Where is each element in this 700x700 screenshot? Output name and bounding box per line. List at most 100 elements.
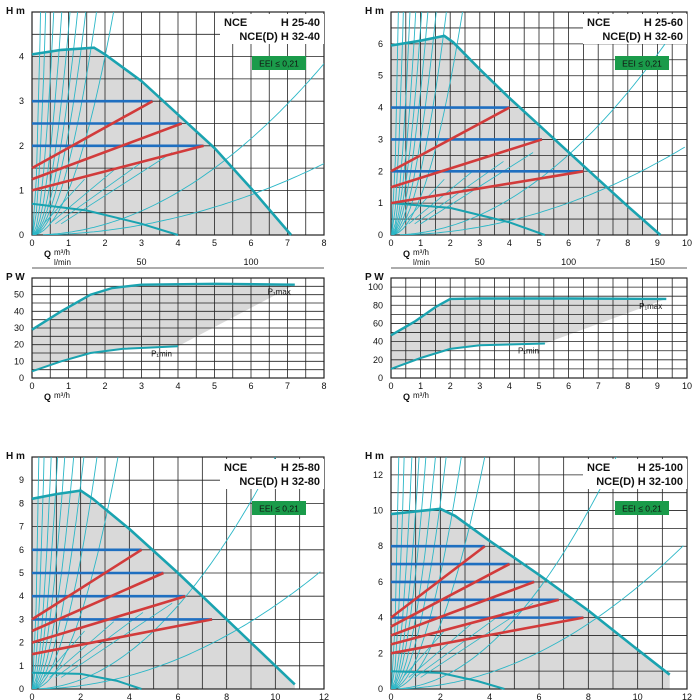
model-title-right: H 25-80 — [281, 462, 320, 474]
model-title-right: H 25-60 — [644, 17, 683, 29]
x-tick-label: 8 — [625, 381, 630, 391]
x-tick-label: 2 — [448, 381, 453, 391]
y-tick-label: 3 — [19, 614, 24, 624]
eei-badge — [615, 501, 669, 515]
x-unit-label: m³/h — [413, 391, 429, 400]
system-curve — [391, 457, 427, 689]
model-title: NCE — [224, 17, 247, 29]
y-axis-label: H m — [365, 6, 384, 17]
y-tick-label: 50 — [14, 290, 24, 300]
y-tick-label: 9 — [19, 475, 24, 485]
plot-frame — [31, 277, 325, 379]
y-tick-label: 0 — [378, 373, 383, 383]
fan-line — [49, 170, 115, 225]
x-unit-label: m³/h — [54, 391, 70, 400]
system-curve — [391, 12, 437, 235]
x-tick-label: 5 — [536, 238, 541, 248]
proportional-pressure-line — [31, 144, 204, 192]
y-axis-label: P W — [365, 272, 384, 283]
system-curve-low — [42, 163, 324, 235]
eei-badge — [615, 56, 669, 70]
x-unit-label: m³/h — [413, 248, 429, 257]
pmin-curve — [31, 345, 179, 373]
y-axis-label: H m — [365, 451, 384, 462]
x-tick-label: 9 — [655, 238, 660, 248]
x-tick-label: 10 — [682, 238, 692, 248]
system-curve — [32, 457, 52, 689]
system-curve-low — [39, 571, 321, 689]
x-tick-label: 1 — [418, 238, 423, 248]
fan-line — [408, 621, 475, 678]
fan-line — [414, 612, 504, 678]
y-tick-label: 4 — [19, 591, 24, 601]
x-tick-label: 6 — [566, 238, 571, 248]
system-curve — [32, 457, 40, 688]
x-tick-label: 7 — [285, 238, 290, 248]
max-speed-curve — [31, 46, 293, 236]
system-curve — [391, 457, 447, 689]
system-curves — [391, 457, 684, 689]
x-tick-label: 6 — [566, 381, 571, 391]
y-tick-label: 1 — [378, 198, 383, 208]
x-tick-label: 2 — [78, 692, 83, 700]
y-tick-label: 2 — [378, 648, 383, 658]
proportional-pressure-line — [390, 616, 584, 655]
min-speed-curve — [31, 202, 179, 236]
system-curve — [391, 457, 462, 689]
x-tick-label: 3 — [477, 381, 482, 391]
x-tick-label: 1 — [66, 238, 71, 248]
x-tick-label: 3 — [139, 381, 144, 391]
y-tick-label: 30 — [14, 323, 24, 333]
x-tick-label: 8 — [224, 692, 229, 700]
y-tick-label: 10 — [373, 506, 383, 516]
y-tick-label: 7 — [19, 522, 24, 532]
model-title-2: NCE(D) H 32-60 — [602, 31, 683, 43]
x-tick-label: 4 — [175, 381, 180, 391]
x-tick-label: 5 — [212, 238, 217, 248]
fan-line — [402, 630, 445, 678]
pmin-label: P₁min — [518, 346, 539, 355]
x-tick-label: 2 — [448, 238, 453, 248]
model-title-2: NCE(D) H 32-100 — [596, 476, 683, 488]
x-axis-label: Q — [44, 249, 51, 259]
eei-badge-text: EEI ≤ 0,21 — [259, 504, 299, 514]
y-tick-label: 0 — [19, 684, 24, 694]
title-background — [220, 14, 324, 44]
operating-area — [32, 490, 295, 689]
proportional-pressure-line — [31, 548, 143, 621]
model-title-right: H 25-40 — [281, 17, 320, 29]
x-tick-label: 6 — [175, 692, 180, 700]
x-tick-label: 0 — [29, 381, 34, 391]
pmax-curve — [390, 297, 667, 337]
system-curve-low — [399, 15, 686, 235]
y-tick-label: 3 — [378, 134, 383, 144]
x2-tick-label: 50 — [136, 257, 146, 267]
system-curve — [32, 12, 47, 235]
system-curve — [391, 12, 423, 235]
x2-unit-label: l/min — [54, 258, 71, 267]
fan-line — [43, 178, 85, 225]
y-tick-label: 0 — [19, 373, 24, 383]
y-tick-label: 40 — [373, 337, 383, 347]
system-curve — [391, 12, 411, 235]
x-tick-label: 4 — [507, 381, 512, 391]
x-tick-label: 6 — [248, 238, 253, 248]
pmin-label: P₁min — [151, 349, 172, 358]
system-curve — [391, 12, 447, 235]
system-curve — [391, 457, 486, 689]
model-title: NCE — [224, 462, 247, 474]
x-tick-label: 12 — [319, 692, 329, 700]
y-tick-label: 6 — [378, 577, 383, 587]
system-curve — [32, 457, 119, 689]
proportional-pressure-line — [31, 122, 183, 181]
y-tick-label: 2 — [19, 141, 24, 151]
y-tick-label: 12 — [373, 470, 383, 480]
x-tick-label: 12 — [682, 692, 692, 700]
y-tick-label: 6 — [19, 545, 24, 555]
system-curve — [391, 12, 417, 235]
x-tick-label: 4 — [175, 238, 180, 248]
x-tick-label: 0 — [29, 238, 34, 248]
